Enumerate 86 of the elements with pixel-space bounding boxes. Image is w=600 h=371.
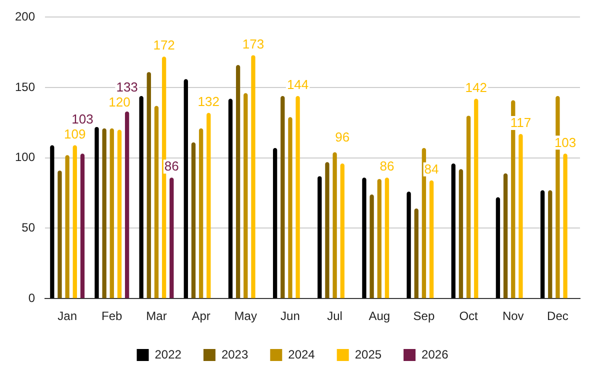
x-tick-label: Jul [327,309,342,324]
data-label: 117 [510,115,532,130]
legend-label: 2026 [422,347,449,362]
x-tick-label: May [234,309,257,324]
bar [102,128,106,298]
bar [422,148,426,298]
bar [191,142,196,298]
bar [496,197,500,298]
data-label: 103 [554,134,576,150]
bar [429,180,434,298]
data-label: 120 [108,94,130,110]
legend-label: 2024 [288,347,316,362]
bar [184,79,188,298]
y-tick-label: 50 [22,220,36,235]
x-tick-label: Dec [547,309,568,324]
bar [414,208,418,298]
x-tick-label: Aug [368,309,390,324]
bar [58,170,62,298]
x-tick-label: Feb [102,309,123,324]
bar [198,128,204,298]
bar [362,178,366,298]
data-label: 84 [424,161,439,176]
bar [236,65,240,298]
y-tick-label: 150 [14,80,36,94]
bar [370,194,374,298]
bar [154,106,159,298]
bar [251,55,256,298]
bar [540,190,545,298]
bar [451,164,456,298]
bar [318,176,322,298]
bar [124,111,130,298]
x-tick-label: Jan [58,309,77,324]
data-label: 133 [116,80,138,95]
bar [280,96,285,298]
data-label: 132 [198,94,220,109]
bar [563,154,568,298]
data-label: 144 [286,77,309,92]
data-label: 173 [242,36,264,52]
bar [228,98,233,298]
bar [80,154,85,298]
x-tick-label: Oct [459,309,479,324]
bar [50,145,54,298]
bar [474,98,478,298]
data-label: 86 [164,158,179,174]
bar [162,56,166,298]
data-label: 109 [64,126,86,142]
bar [548,190,552,298]
x-tick-label: Mar [146,309,167,324]
bar [72,145,77,298]
bar [503,173,508,298]
x-tick-label: Nov [502,309,524,324]
data-label: 86 [380,158,394,174]
bar [272,148,278,298]
bar [117,130,122,298]
data-label: 172 [153,38,175,53]
y-tick-label: 100 [14,150,36,164]
bar [377,179,382,298]
y-tick-label: 0 [28,290,36,305]
x-tick-label: Sep [413,309,435,324]
bar [325,162,330,298]
bar [288,117,292,298]
bar [406,192,411,298]
bar [466,116,471,298]
bar [139,96,144,298]
bar [206,112,211,298]
data-label: 96 [335,130,350,145]
bar [332,152,337,298]
bar [458,169,464,298]
bar [340,164,344,298]
legend-label: 2025 [354,347,382,362]
data-label: 142 [465,80,487,95]
bar [110,128,114,298]
data-label: 103 [72,111,94,126]
bar [296,96,300,298]
bar [244,93,248,298]
bar [94,126,99,298]
bar [65,155,70,298]
bar [384,178,390,298]
legend-label: 2023 [221,347,248,362]
bar [170,178,174,298]
bar [146,72,151,298]
legend-label: 2022 [154,347,182,362]
bar [518,134,523,298]
y-tick-label: 200 [14,10,36,24]
x-tick-label: Apr [192,309,210,324]
x-tick-label: Jun [280,309,300,324]
